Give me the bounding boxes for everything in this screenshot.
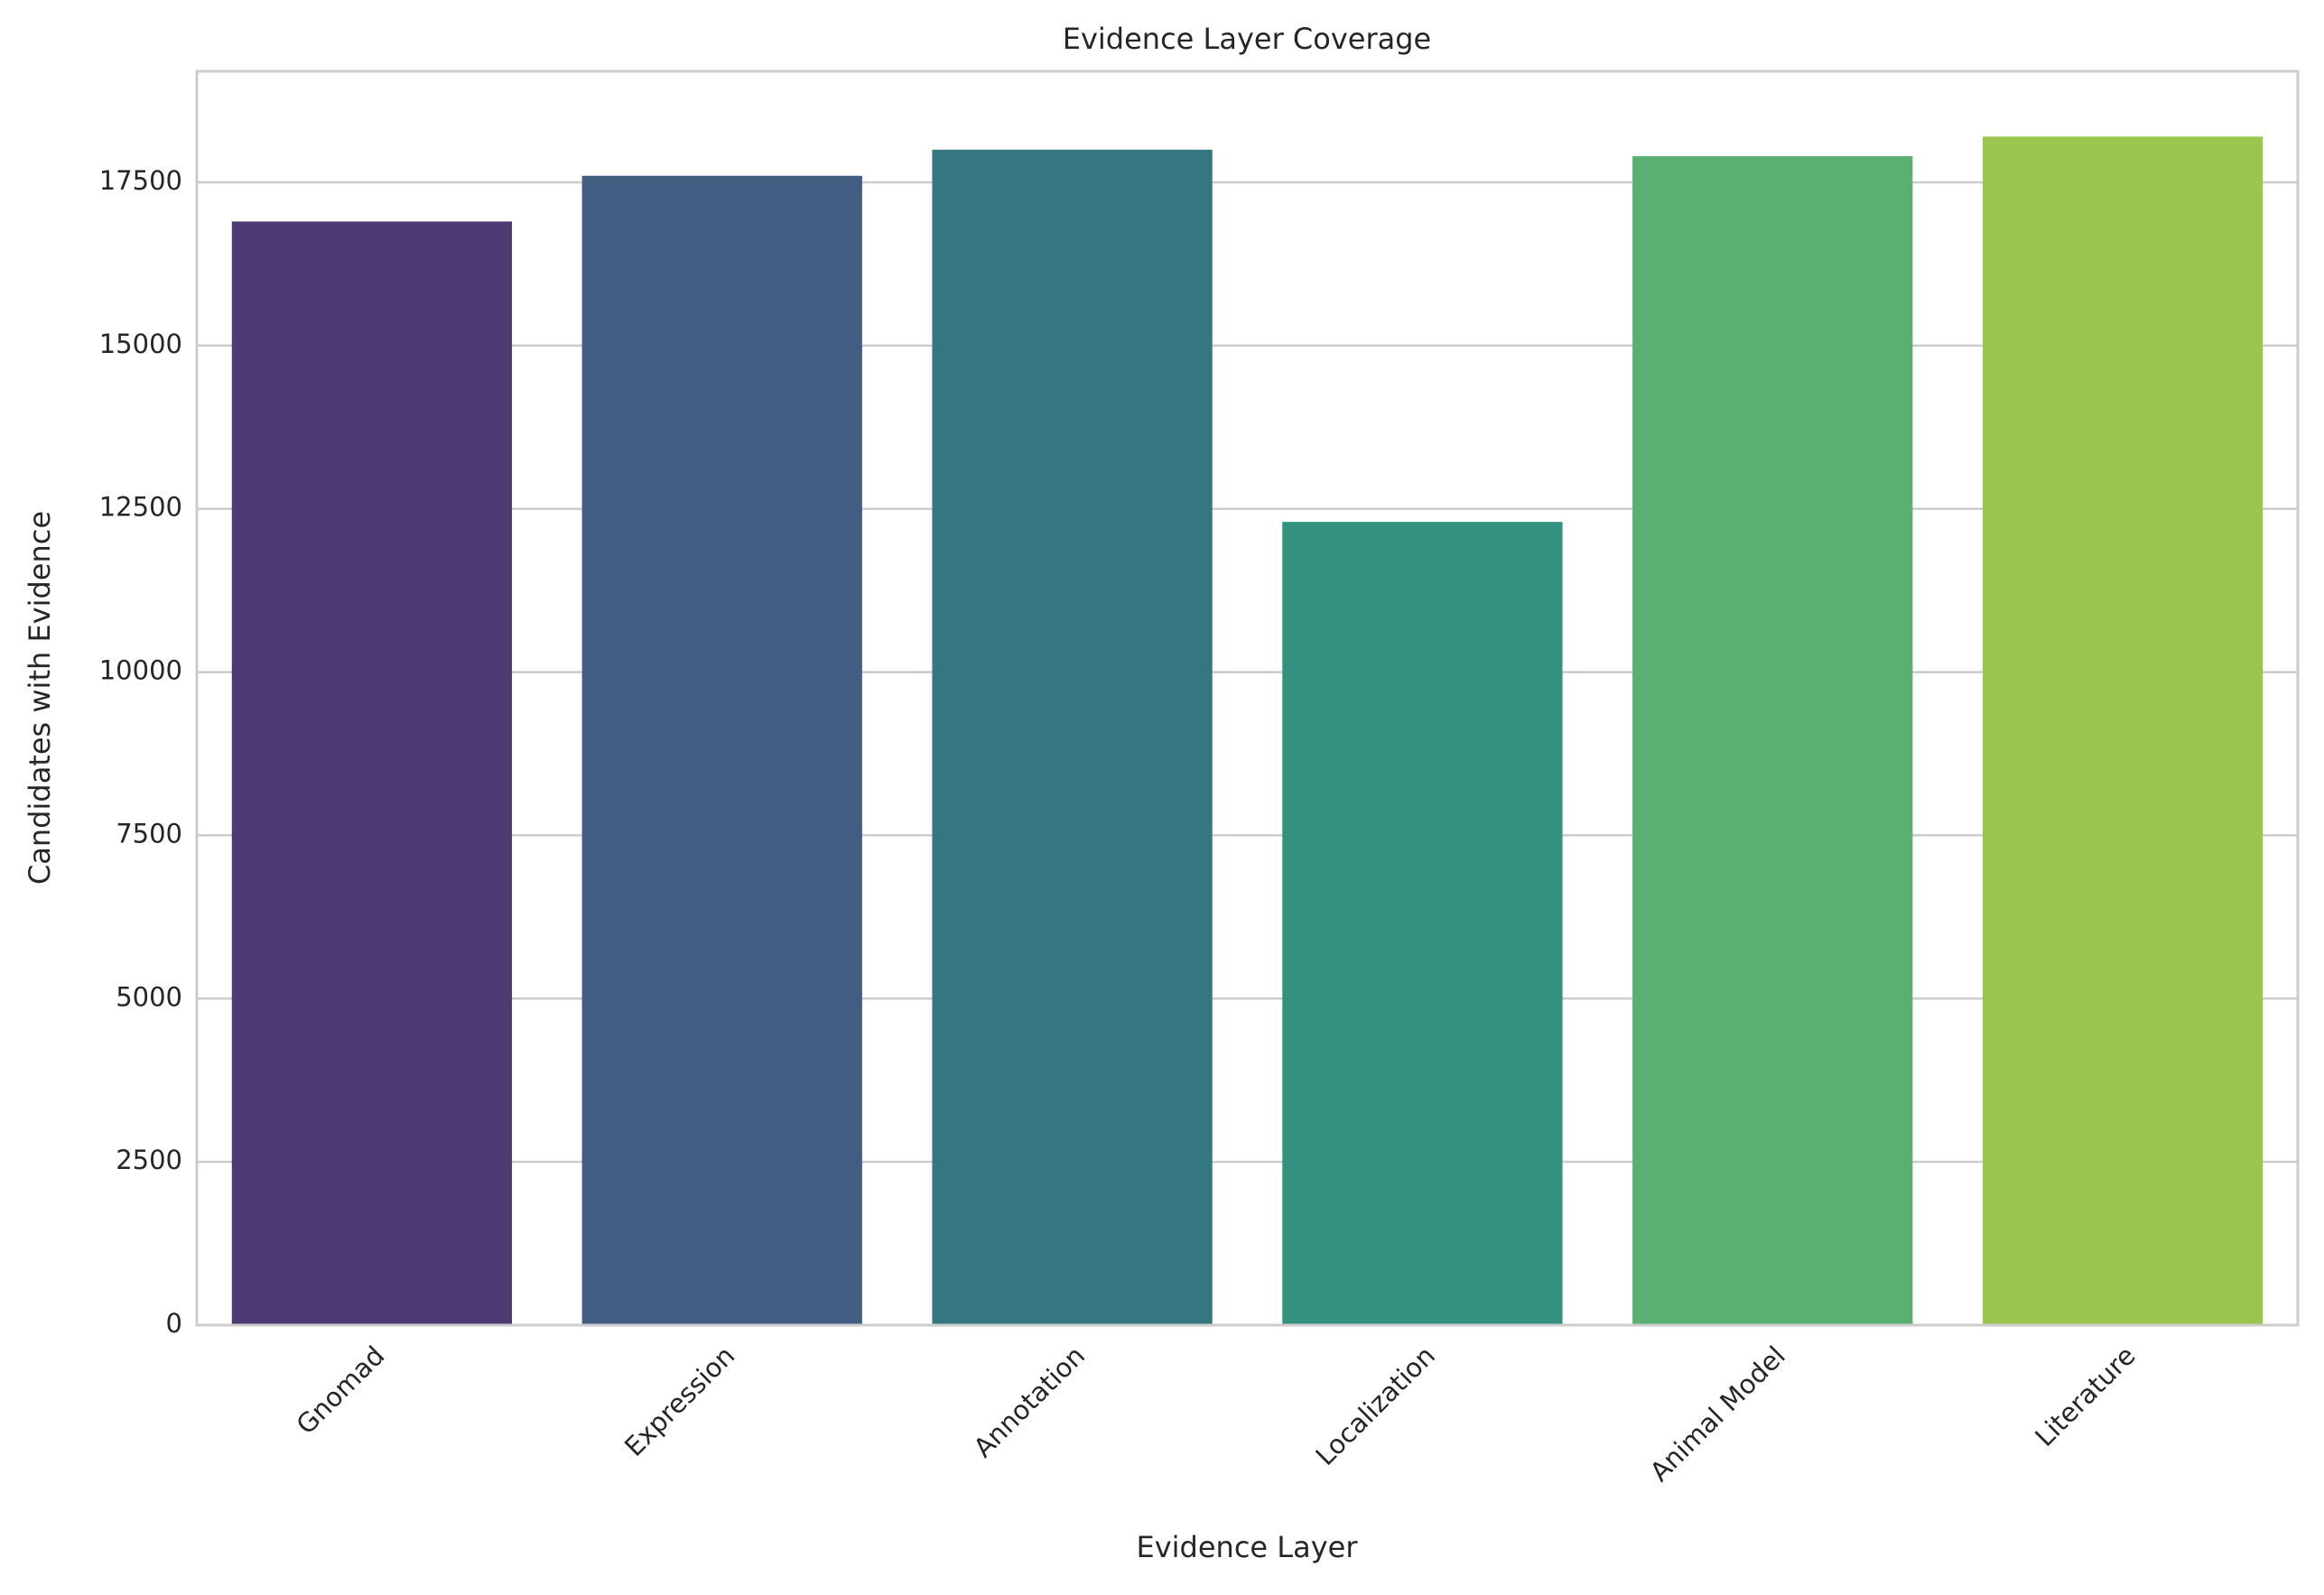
bar xyxy=(932,149,1213,1325)
y-tick-label: 5000 xyxy=(116,981,182,1012)
y-tick-label: 7500 xyxy=(116,818,182,849)
y-tick-label: 15000 xyxy=(99,329,182,359)
x-axis-label: Evidence Layer xyxy=(1137,1530,1359,1564)
y-tick-label: 2500 xyxy=(116,1145,182,1175)
x-tick-label: Animal Model xyxy=(1644,1340,1791,1488)
y-axis-label: Candidates with Evidence xyxy=(23,511,57,885)
x-tick-label: Annotation xyxy=(968,1340,1092,1464)
bar xyxy=(1982,136,2264,1325)
bar xyxy=(231,221,513,1325)
bar xyxy=(1282,522,1563,1325)
chart-title: Evidence Layer Coverage xyxy=(1063,22,1431,56)
y-tick-label: 10000 xyxy=(99,655,182,686)
y-tick-label: 17500 xyxy=(99,165,182,196)
x-tick-label: Literature xyxy=(2029,1340,2141,1452)
bar xyxy=(581,175,862,1325)
x-tick-label: Localization xyxy=(1310,1340,1441,1471)
plot-frame xyxy=(195,70,2300,1327)
y-tick-label: 12500 xyxy=(99,492,182,523)
y-tick-label: 0 xyxy=(166,1308,182,1339)
bar xyxy=(1632,156,1913,1325)
x-tick-label: Gnomad xyxy=(290,1340,390,1441)
x-tick-label: Expression xyxy=(618,1340,740,1462)
